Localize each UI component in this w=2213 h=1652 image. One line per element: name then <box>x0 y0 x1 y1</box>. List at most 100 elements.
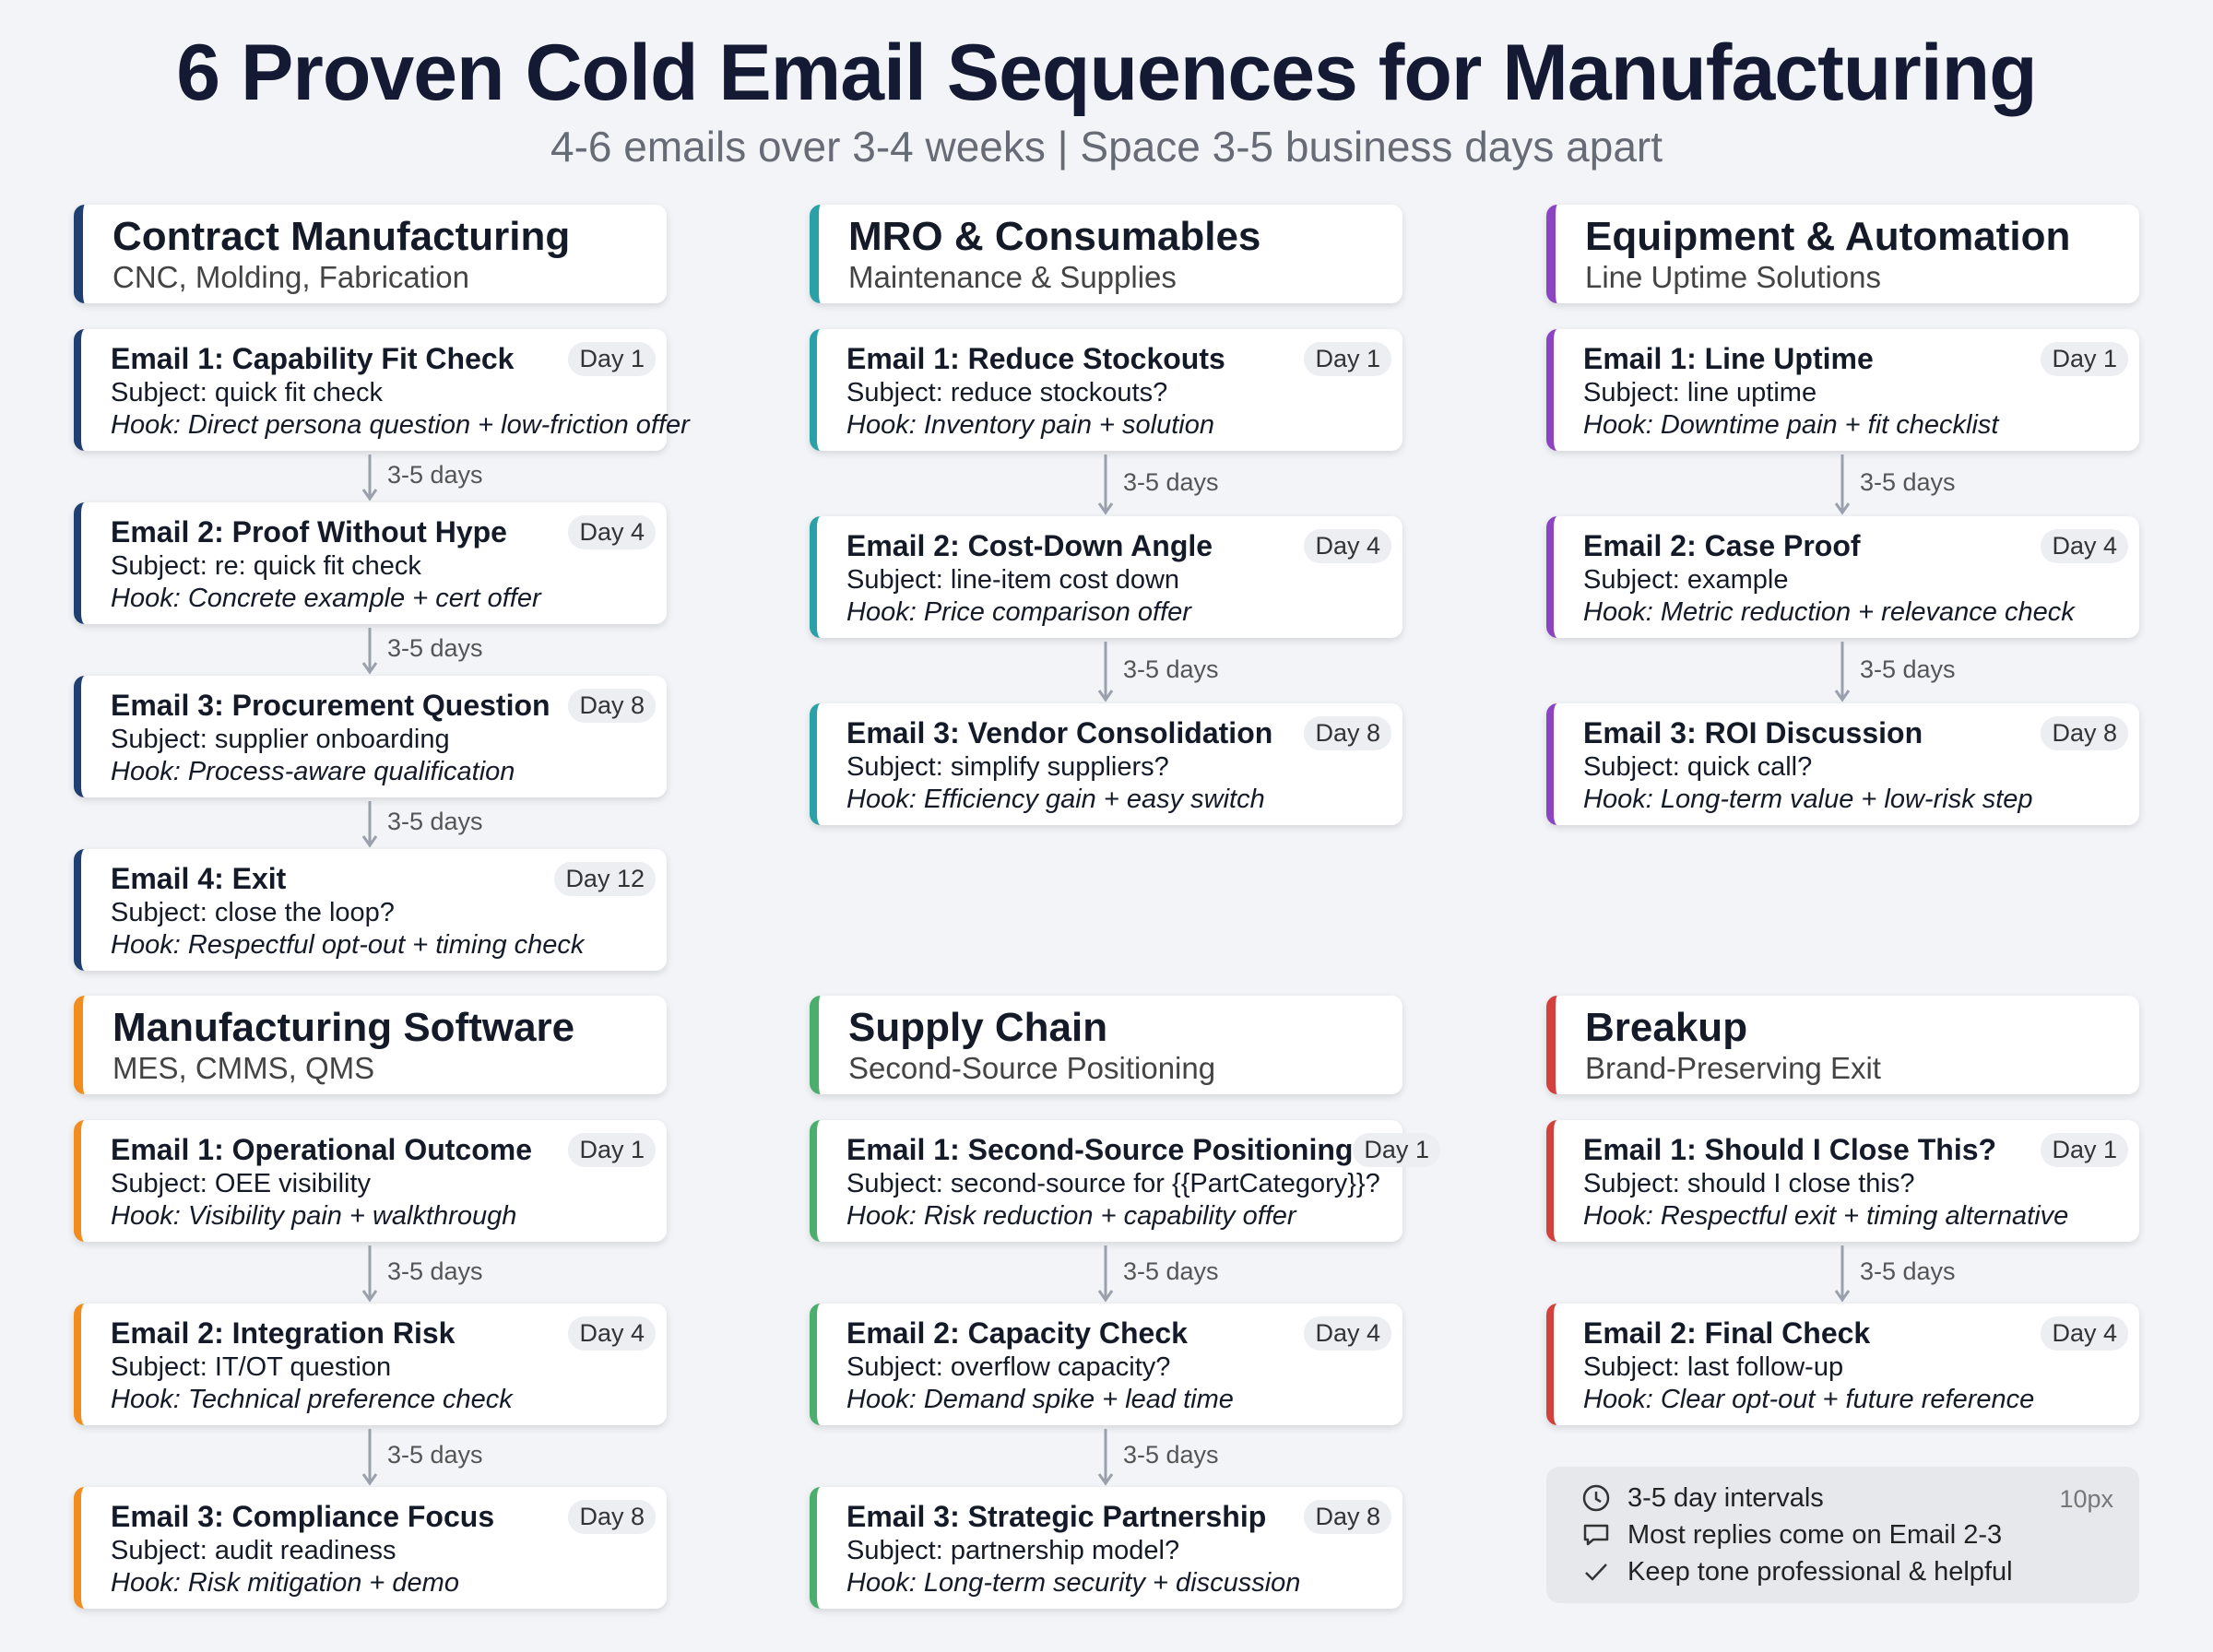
gap-label: 3-5 days <box>387 461 483 489</box>
email-title: Email 3: Procurement Question <box>111 689 550 722</box>
email-subject: Subject: last follow-up <box>1583 1352 1844 1382</box>
arrow <box>361 1429 378 1486</box>
email-card: Email 2: Capacity Check Day 4 Subject: ove… <box>810 1304 1402 1425</box>
email-card: Email 1: Operational Outcome Day 1 Subject… <box>74 1120 667 1242</box>
email-card: Email 3: Procurement Question Day 8 Subjec… <box>74 676 667 797</box>
email-hook: Hook: Clear opt-out + future reference <box>1583 1385 2035 1414</box>
email-card: Email 1: Should I Close This? Day 1 Subjec… <box>1546 1120 2139 1242</box>
email-hook: Hook: Demand spike + lead time <box>846 1385 1234 1414</box>
note-text: 3-5 day intervals <box>1627 1482 1824 1513</box>
email-title: Email 1: Should I Close This? <box>1583 1133 1997 1166</box>
gap-label: 3-5 days <box>1860 1257 1956 1285</box>
email-hook: Hook: Downtime pain + fit checklist <box>1583 410 1999 440</box>
email-card: Email 1: Line Uptime Day 1 Subject: line u… <box>1546 329 2139 451</box>
email-subject: Subject: line uptime <box>1583 378 1817 407</box>
day-badge: Day 4 <box>2041 1316 2128 1351</box>
email-title: Email 2: Integration Risk <box>111 1316 456 1350</box>
email-title: Email 2: Proof Without Hype <box>111 515 507 549</box>
section-header: Equipment & Automation Line Uptime Soluti… <box>1546 205 2139 303</box>
card-header: Email 1: Capability Fit Check Day 1 <box>111 342 656 376</box>
email-subject: Subject: overflow capacity? <box>846 1352 1171 1382</box>
email-title: Email 2: Final Check <box>1583 1316 1871 1350</box>
card-header: Email 1: Line Uptime Day 1 <box>1583 342 2128 376</box>
section-header: Contract Manufacturing CNC, Molding, Fabr… <box>74 205 667 303</box>
email-title: Email 1: Line Uptime <box>1583 342 1874 375</box>
chat-icon <box>1583 1524 1609 1546</box>
email-title: Email 1: Second-Source Positioning <box>846 1133 1354 1166</box>
note-item: Most replies come on Email 2-3 <box>1581 1516 2139 1553</box>
card-header: Email 3: ROI Discussion Day 8 <box>1583 716 2128 750</box>
email-hook: Hook: Process-aware qualification <box>111 757 515 786</box>
day-badge: Day 4 <box>568 1316 656 1351</box>
email-subject: Subject: line-item cost down <box>846 565 1180 595</box>
day-badge: Day 4 <box>1304 529 1391 563</box>
gap-label: 3-5 days <box>1123 655 1219 683</box>
email-title: Email 2: Capacity Check <box>846 1316 1188 1350</box>
day-badge: Day 1 <box>568 342 656 376</box>
gap-label: 3-5 days <box>1123 1440 1219 1469</box>
email-hook: Hook: Long-term security + discussion <box>846 1568 1301 1598</box>
day-badge: Day 1 <box>2041 1133 2128 1167</box>
email-subject: Subject: should I close this? <box>1583 1169 1915 1198</box>
email-hook: Hook: Inventory pain + solution <box>846 410 1214 440</box>
section-title: Manufacturing Software <box>112 1005 575 1050</box>
email-hook: Hook: Long-term value + low-risk step <box>1583 785 2033 814</box>
email-hook: Hook: Metric reduction + relevance check <box>1583 597 2075 627</box>
subtitle: 4-6 emails over 3-4 weeks | Space 3-5 bu… <box>550 123 1663 171</box>
day-badge: Day 8 <box>2041 716 2128 750</box>
day-badge: Day 4 <box>2041 529 2128 563</box>
day-badge: Day 8 <box>568 1500 656 1534</box>
email-card: Email 3: Vendor Consolidation Day 8 Subjec… <box>810 703 1402 825</box>
email-card: Email 2: Integration Risk Day 4 Subject: I… <box>74 1304 667 1425</box>
section-title: Supply Chain <box>848 1005 1108 1050</box>
arrow <box>1097 642 1114 702</box>
arrow <box>361 628 378 675</box>
card-header: Email 2: Case Proof Day 4 <box>1583 529 2128 563</box>
section-header: MRO & Consumables Maintenance & Supplies <box>810 205 1402 303</box>
email-title: Email 1: Capability Fit Check <box>111 342 515 375</box>
section-header: Supply Chain Second-Source Positioning <box>810 996 1402 1094</box>
email-title: Email 4: Exit <box>111 862 287 895</box>
email-card: Email 3: ROI Discussion Day 8 Subject: qui… <box>1546 703 2139 825</box>
card-header: Email 2: Capacity Check Day 4 <box>846 1316 1391 1351</box>
arrow <box>1834 1245 1851 1303</box>
email-title: Email 3: ROI Discussion <box>1583 716 1923 749</box>
card-header: Email 1: Should I Close This? Day 1 <box>1583 1133 2128 1167</box>
card-header: Email 4: Exit Day 12 <box>111 862 656 896</box>
section-title: MRO & Consumables <box>848 214 1261 259</box>
section-title: Breakup <box>1585 1005 1748 1050</box>
email-subject: Subject: OEE visibility <box>111 1169 372 1198</box>
section-header: Manufacturing Software MES, CMMS, QMS <box>74 996 667 1094</box>
day-badge: Day 12 <box>554 862 656 896</box>
gap-label: 3-5 days <box>387 1440 483 1469</box>
card-header: Email 3: Vendor Consolidation Day 8 <box>846 716 1391 750</box>
email-card: Email 3: Strategic Partnership Day 8 Subje… <box>810 1487 1402 1609</box>
arrow <box>1097 1245 1114 1303</box>
title: 6 Proven Cold Email Sequences for Manufa… <box>176 29 2037 117</box>
card-header: Email 2: Proof Without Hype Day 4 <box>111 515 656 549</box>
section-title: Contract Manufacturing <box>112 214 571 259</box>
card-header: Email 2: Integration Risk Day 4 <box>111 1316 656 1351</box>
email-title: Email 1: Operational Outcome <box>111 1133 532 1166</box>
email-subject: Subject: example <box>1583 565 1789 595</box>
email-hook: Hook: Respectful opt-out + timing check <box>111 930 585 960</box>
clock-icon <box>1582 1484 1610 1512</box>
card-header: Email 3: Strategic Partnership Day 8 <box>846 1500 1391 1534</box>
day-badge: Day 4 <box>568 515 656 549</box>
email-title: Email 2: Cost-Down Angle <box>846 529 1213 562</box>
email-subject: Subject: quick fit check <box>111 378 383 407</box>
day-badge: Day 1 <box>2041 342 2128 376</box>
arrow <box>1097 454 1114 515</box>
arrow <box>361 1245 378 1303</box>
note-text: Keep tone professional & helpful <box>1627 1556 2013 1587</box>
gap-label: 3-5 days <box>387 1257 483 1285</box>
notes-box: 10px 3-5 day intervals Most replies come… <box>1546 1467 2139 1603</box>
gap-label: 3-5 days <box>1860 467 1956 496</box>
card-header: Email 1: Second-Source Positioning Day 1 <box>846 1133 1440 1167</box>
card-header: Email 3: Compliance Focus Day 8 <box>111 1500 656 1534</box>
note-text: Most replies come on Email 2-3 <box>1627 1519 2003 1550</box>
check-icon <box>1585 1564 1607 1581</box>
arrow <box>1834 454 1851 515</box>
